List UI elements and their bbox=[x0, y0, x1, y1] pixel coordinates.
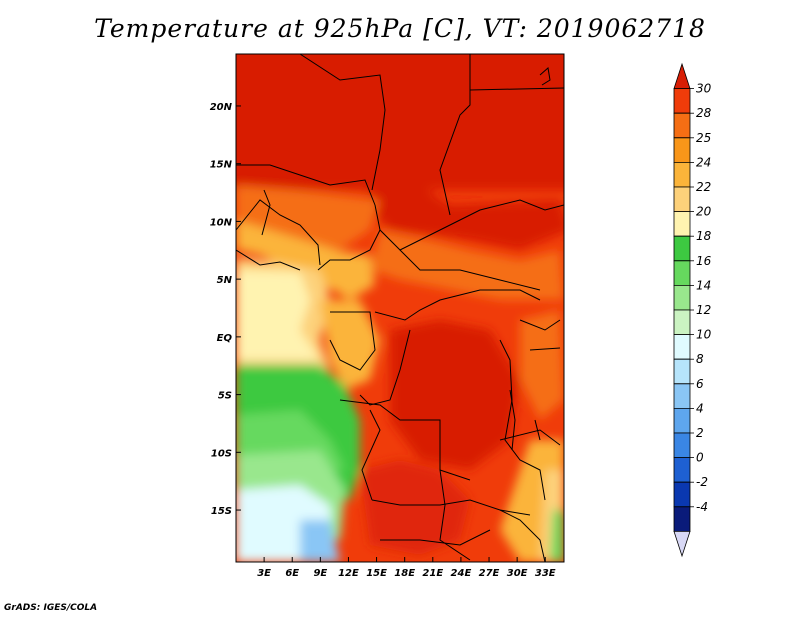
colorbar-label: 0 bbox=[696, 451, 704, 465]
colorbar-label: 22 bbox=[696, 180, 711, 194]
colorbar-swatch bbox=[673, 383, 691, 409]
colorbar-label: 30 bbox=[696, 82, 712, 96]
x-tick-label: 6E bbox=[285, 568, 299, 579]
colorbar-swatch bbox=[673, 506, 691, 532]
colorbar-swatch bbox=[673, 186, 691, 212]
colorbar-swatch bbox=[673, 285, 691, 311]
colorbar-swatch bbox=[673, 481, 691, 508]
colorbar-label: 16 bbox=[696, 254, 712, 268]
y-tick-label: 15N bbox=[210, 160, 233, 171]
colorbar-label: 12 bbox=[696, 303, 711, 317]
colorbar-label: 18 bbox=[696, 229, 712, 243]
y-tick-label: 5S bbox=[218, 391, 232, 402]
chart-title: Temperature at 925hPa [C], VT: 201906271… bbox=[94, 14, 706, 43]
colorbar-swatch bbox=[673, 235, 691, 262]
colorbar-swatch bbox=[673, 260, 691, 286]
x-tick-label: 27E bbox=[479, 568, 500, 579]
plot-frame bbox=[235, 53, 565, 563]
y-tick-label: 10S bbox=[211, 448, 232, 459]
x-tick-label: 12E bbox=[338, 568, 359, 579]
y-tick-label: 20N bbox=[210, 102, 233, 113]
colorbar-label: 10 bbox=[696, 328, 712, 342]
colorbar-swatch bbox=[673, 531, 691, 558]
colorbar-label: -2 bbox=[696, 475, 708, 489]
colorbar-swatch bbox=[673, 309, 691, 335]
colorbar-swatch bbox=[673, 408, 691, 434]
colorbar-label: 2 bbox=[696, 426, 704, 440]
x-tick-label: 21E bbox=[422, 568, 443, 579]
x-tick-label: 30E bbox=[507, 568, 528, 579]
x-axis: 3E 6E 9E 12E 15E 18E 21E 24E 27E 30E 33E bbox=[257, 557, 556, 579]
colorbar-swatch bbox=[673, 211, 691, 237]
x-tick-label: 24E bbox=[451, 568, 472, 579]
x-tick-label: 15E bbox=[366, 568, 387, 579]
y-tick-label: 10N bbox=[210, 217, 233, 228]
colorbar-swatch bbox=[673, 137, 691, 163]
colorbar-swatch bbox=[673, 88, 691, 114]
colorbar-label: 28 bbox=[696, 106, 712, 120]
colorbar-label: 20 bbox=[696, 205, 712, 219]
colorbar-label: 25 bbox=[696, 131, 711, 145]
colorbar-swatch bbox=[673, 62, 691, 89]
colorbar-swatch bbox=[673, 358, 691, 385]
x-tick-label: 3E bbox=[257, 568, 271, 579]
colorbar-label: -4 bbox=[696, 500, 708, 514]
y-tick-label: EQ bbox=[217, 333, 233, 344]
colorbar-label: 24 bbox=[696, 155, 711, 169]
colorbar-swatch bbox=[673, 432, 691, 458]
y-tick-label: 5N bbox=[217, 275, 233, 286]
y-axis: 20N 15N 10N 5N EQ 5S 10S 15S bbox=[210, 102, 241, 517]
colorbar-label: 14 bbox=[696, 278, 711, 292]
x-tick-label: 33E bbox=[535, 568, 556, 579]
temperature-field bbox=[236, 54, 564, 562]
colorbar-label: 8 bbox=[696, 352, 704, 366]
colorbar-swatch bbox=[673, 162, 691, 188]
colorbar-label: 6 bbox=[696, 377, 704, 391]
colorbar-swatch bbox=[673, 112, 691, 139]
colorbar-label: 4 bbox=[696, 401, 704, 415]
y-tick-label: 15S bbox=[211, 506, 232, 517]
colorbar-swatch bbox=[673, 334, 691, 360]
x-tick-label: 9E bbox=[313, 568, 327, 579]
country-borders bbox=[236, 54, 564, 562]
x-tick-label: 18E bbox=[394, 568, 415, 579]
colorbar-swatch bbox=[673, 457, 691, 483]
grads-credit: GrADS: IGES/COLA bbox=[4, 603, 98, 613]
